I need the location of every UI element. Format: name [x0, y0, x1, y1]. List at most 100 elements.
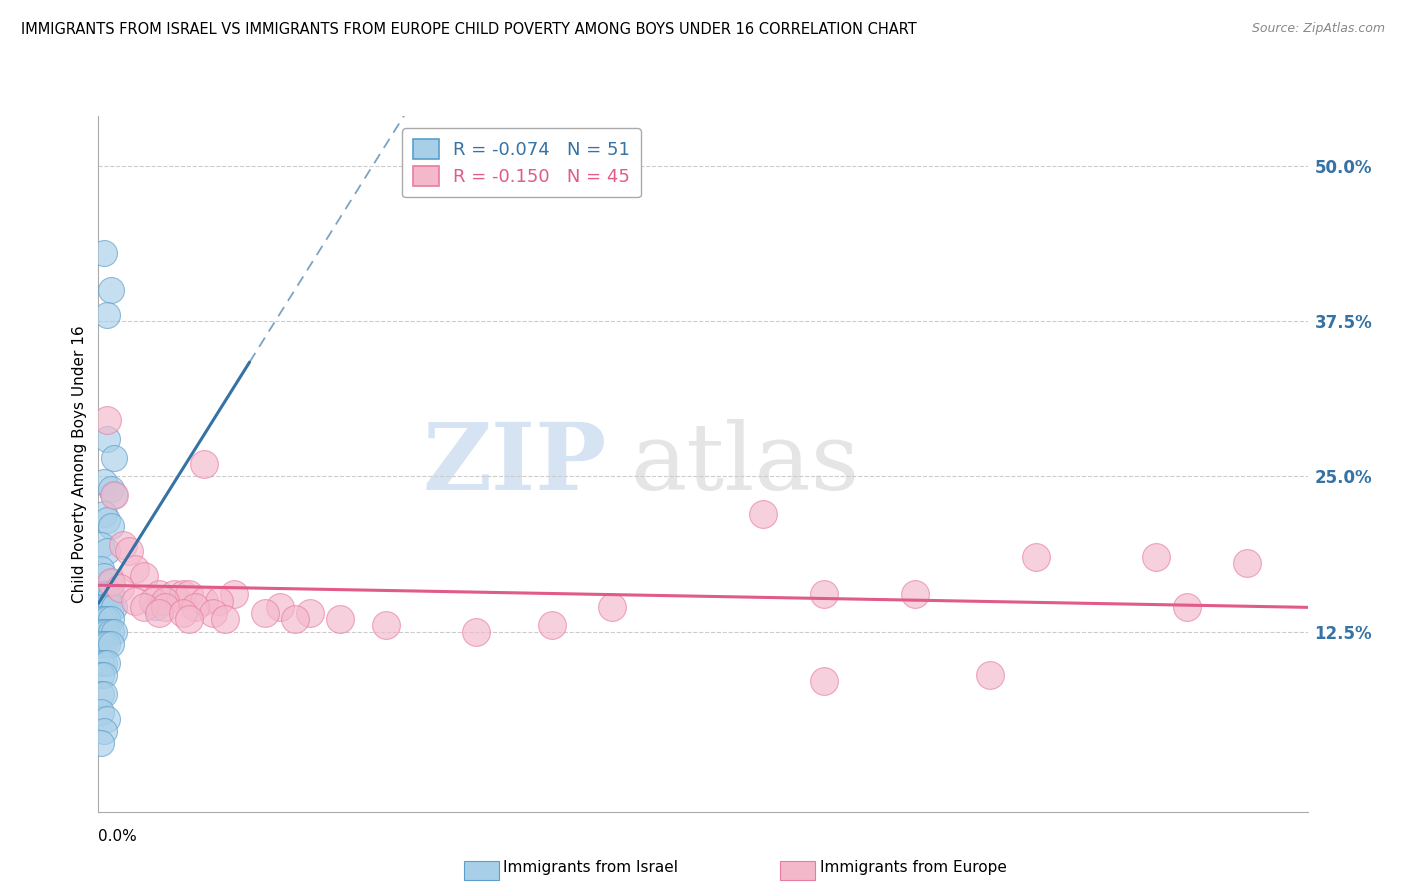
Point [202, 606, 225, 620]
Point [148, 587, 170, 601]
Text: atlas: atlas [630, 419, 859, 508]
Point [284, 612, 307, 626]
Point [93, 668, 115, 682]
Point [100, 624, 122, 639]
Point [1024, 549, 1046, 564]
Point [163, 587, 186, 601]
Point [96, 413, 118, 427]
Point [904, 587, 927, 601]
Bar [464, 861, 499, 880]
Point [813, 674, 835, 689]
Point [172, 606, 194, 620]
Point [208, 593, 231, 607]
Point [90, 687, 112, 701]
Point [96, 587, 118, 601]
Point [90, 587, 112, 601]
Point [93, 656, 115, 670]
Point [96, 543, 118, 558]
Point [100, 599, 122, 614]
Point [1144, 549, 1167, 564]
Point [96, 624, 118, 639]
Point [145, 599, 167, 614]
Point [179, 587, 201, 601]
Point [93, 599, 115, 614]
Point [148, 606, 170, 620]
Text: Immigrants from Israel: Immigrants from Israel [503, 861, 678, 875]
Point [100, 482, 122, 496]
Point [184, 599, 207, 614]
Point [96, 599, 118, 614]
Point [100, 612, 122, 626]
Point [111, 538, 134, 552]
Point [103, 599, 125, 614]
Point [752, 507, 775, 521]
Bar [780, 861, 815, 880]
Point [96, 637, 118, 651]
Text: IMMIGRANTS FROM ISRAEL VS IMMIGRANTS FROM EUROPE CHILD POVERTY AMONG BOYS UNDER : IMMIGRANTS FROM ISRAEL VS IMMIGRANTS FRO… [21, 22, 917, 37]
Point [90, 668, 112, 682]
Point [100, 574, 122, 589]
Point [179, 612, 201, 626]
Point [142, 593, 165, 607]
Point [374, 618, 396, 632]
Point [93, 245, 115, 260]
Y-axis label: Child Poverty Among Boys Under 16: Child Poverty Among Boys Under 16 [72, 325, 87, 603]
Point [108, 581, 131, 595]
Point [93, 723, 115, 738]
Point [979, 668, 1001, 682]
Point [96, 612, 118, 626]
Point [96, 712, 118, 726]
Point [132, 568, 155, 582]
Point [124, 593, 146, 607]
Point [90, 706, 112, 720]
Point [540, 618, 562, 632]
Point [90, 624, 112, 639]
Point [90, 656, 112, 670]
Point [118, 543, 141, 558]
Point [1175, 599, 1198, 614]
Point [103, 488, 125, 502]
Point [100, 283, 122, 297]
Point [93, 475, 115, 490]
Point [90, 612, 112, 626]
Text: 0.0%: 0.0% [98, 830, 138, 844]
Point [93, 568, 115, 582]
Point [96, 513, 118, 527]
Point [103, 450, 125, 465]
Point [153, 599, 176, 614]
Point [100, 519, 122, 533]
Point [90, 562, 112, 576]
Point [132, 599, 155, 614]
Text: Immigrants from Europe: Immigrants from Europe [820, 861, 1007, 875]
Point [96, 432, 118, 446]
Point [153, 593, 176, 607]
Point [269, 599, 291, 614]
Point [103, 624, 125, 639]
Point [93, 637, 115, 651]
Point [100, 637, 122, 651]
Point [100, 574, 122, 589]
Point [224, 587, 246, 601]
Point [96, 308, 118, 322]
Point [90, 637, 112, 651]
Point [253, 606, 276, 620]
Point [93, 687, 115, 701]
Point [90, 736, 112, 750]
Point [103, 488, 125, 502]
Point [96, 656, 118, 670]
Point [124, 562, 146, 576]
Text: Source: ZipAtlas.com: Source: ZipAtlas.com [1251, 22, 1385, 36]
Text: ZIP: ZIP [422, 419, 606, 508]
Point [93, 507, 115, 521]
Point [90, 599, 112, 614]
Point [465, 624, 488, 639]
Legend: R = -0.074   N = 51, R = -0.150   N = 45: R = -0.074 N = 51, R = -0.150 N = 45 [402, 128, 641, 197]
Point [299, 606, 322, 620]
Point [93, 612, 115, 626]
Point [329, 612, 352, 626]
Point [193, 457, 215, 471]
Point [93, 587, 115, 601]
Point [90, 538, 112, 552]
Point [93, 624, 115, 639]
Point [193, 593, 215, 607]
